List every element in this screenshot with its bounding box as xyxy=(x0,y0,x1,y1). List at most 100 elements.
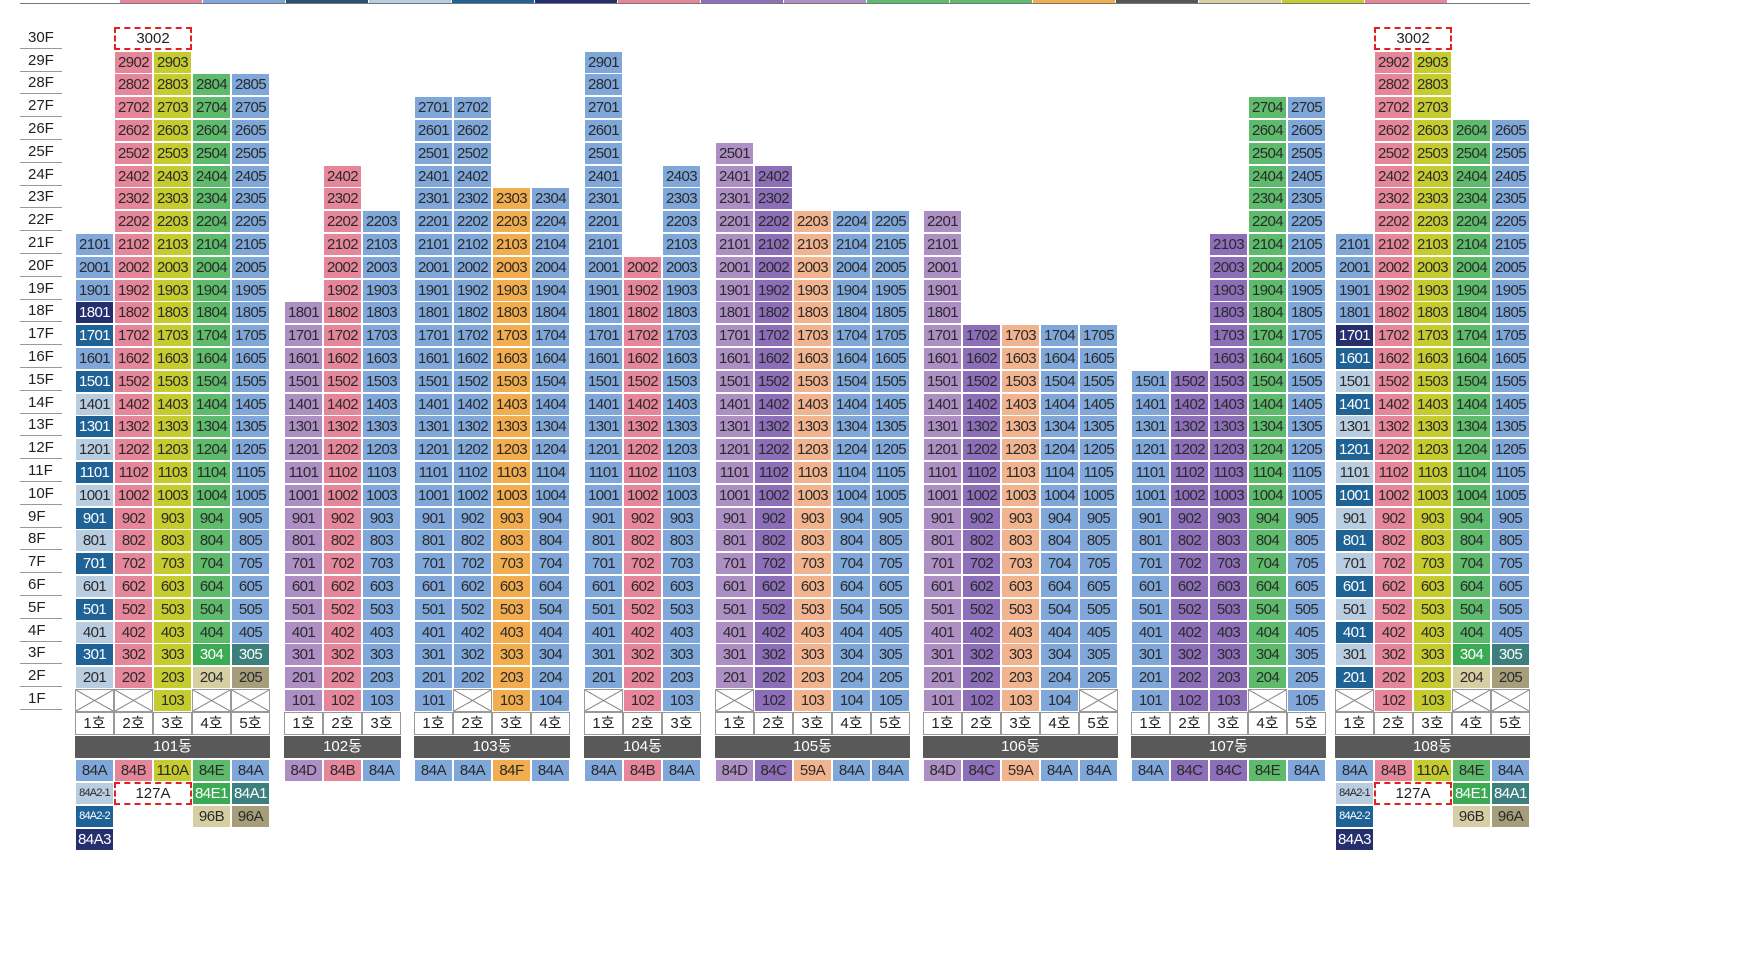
unit-cell: 802 xyxy=(623,529,662,553)
unit-cell: 302 xyxy=(754,643,793,667)
unit-cell: 1604 xyxy=(1248,347,1287,370)
unit-cell: 2303 xyxy=(492,187,531,211)
unit-cell: 202 xyxy=(1170,666,1209,690)
unit-cell: 1602 xyxy=(323,347,362,370)
unit-cell: 1503 xyxy=(793,369,832,393)
unit-cell: 303 xyxy=(662,643,701,667)
unit-cell: 1102 xyxy=(623,461,662,484)
unit-cell: 1403 xyxy=(153,392,192,416)
unit-cell: 1202 xyxy=(453,438,492,462)
unit-cell: 1903 xyxy=(492,278,531,302)
unit-cell: 1205 xyxy=(1079,438,1118,462)
unit-cell: 1702 xyxy=(623,324,662,348)
unit-cell: 201 xyxy=(1131,666,1170,690)
color-swatch xyxy=(286,0,368,3)
unit-cell: 1405 xyxy=(231,392,270,416)
unit-cell: 2202 xyxy=(114,210,153,234)
unit-cell: 802 xyxy=(1374,529,1413,553)
unit-cell: 801 xyxy=(584,529,623,553)
unit-cell: 104 xyxy=(1040,689,1079,712)
unit-type: 84C xyxy=(754,759,793,782)
unit-cell: 501 xyxy=(414,597,453,621)
unit-cell: 1305 xyxy=(871,415,910,439)
floor-label: 21F xyxy=(20,232,62,254)
unit-cell: 2302 xyxy=(114,187,153,211)
ho-label: 4호 xyxy=(1040,712,1079,735)
unit-cell: 901 xyxy=(284,506,323,530)
unit-cell: 1403 xyxy=(793,392,832,416)
unit-cell: 2003 xyxy=(662,255,701,279)
unit-cell: 204 xyxy=(832,666,871,690)
unit-cell: 705 xyxy=(1491,552,1530,576)
unit-cell: 2601 xyxy=(414,119,453,142)
unit-cell: 1701 xyxy=(584,324,623,348)
unit-cell: 601 xyxy=(1335,575,1374,598)
unit-cell: 1002 xyxy=(323,483,362,507)
unit-cell: 802 xyxy=(1170,529,1209,553)
unit-cell: 904 xyxy=(531,506,570,530)
unit-cell: 1302 xyxy=(1170,415,1209,439)
unit-cell: 103 xyxy=(662,689,701,712)
unit-cell: 1301 xyxy=(923,415,962,439)
unit-cell: 601 xyxy=(284,575,323,598)
unit-cell: 503 xyxy=(362,597,401,621)
unit-cell: 1901 xyxy=(584,278,623,302)
unit-cell: 1303 xyxy=(662,415,701,439)
unit-cell: 1403 xyxy=(362,392,401,416)
unit-cell: 604 xyxy=(1040,575,1079,598)
unit-cell: 2505 xyxy=(1287,141,1326,165)
unit-cell: 1203 xyxy=(793,438,832,462)
unit-cell: 1104 xyxy=(192,461,231,484)
unit-cell: 605 xyxy=(1079,575,1118,598)
unit-cell: 104 xyxy=(832,689,871,712)
unit-cell: 2903 xyxy=(1413,50,1452,74)
unit-cell: 901 xyxy=(1335,506,1374,530)
unit-cell: 2101 xyxy=(584,233,623,256)
unit-cell: 402 xyxy=(623,620,662,644)
unit-cell: 1003 xyxy=(1209,483,1248,507)
unit-cell: 2603 xyxy=(1413,119,1452,142)
ho-label: 5호 xyxy=(1079,712,1118,735)
unit-cell: 2004 xyxy=(1452,255,1491,279)
unit-cell: 701 xyxy=(923,552,962,576)
unit-cell: 103 xyxy=(1001,689,1040,712)
unit-cell: 303 xyxy=(492,643,531,667)
unit-cell: 601 xyxy=(1131,575,1170,598)
unit-cell: 901 xyxy=(1131,506,1170,530)
unit-cell: 1902 xyxy=(754,278,793,302)
unit-cell: 1802 xyxy=(754,301,793,325)
unit-cell: 2401 xyxy=(715,164,754,188)
unit-cell: 2503 xyxy=(1413,141,1452,165)
unit-cell: 401 xyxy=(284,620,323,644)
unit-cell: 1601 xyxy=(1335,347,1374,370)
unit-cell: 1101 xyxy=(1335,461,1374,484)
unit-cell: 1702 xyxy=(962,324,1001,348)
unit-cell: 1002 xyxy=(754,483,793,507)
unit-cell: 603 xyxy=(662,575,701,598)
floor-label: 19F xyxy=(20,278,62,300)
unit-cell: 503 xyxy=(1413,597,1452,621)
unit-cell: 1304 xyxy=(1040,415,1079,439)
color-swatch xyxy=(701,0,783,3)
unit-cell: 1504 xyxy=(1040,369,1079,393)
unit-cell: 1102 xyxy=(1170,461,1209,484)
unit-cell: 1901 xyxy=(414,278,453,302)
unit-cell: 401 xyxy=(715,620,754,644)
unit-cell: 2302 xyxy=(323,187,362,211)
unit-cell: 403 xyxy=(1413,620,1452,644)
floor-label: 20F xyxy=(20,255,62,277)
unit-cell: 501 xyxy=(923,597,962,621)
penthouse-unit: 3002 xyxy=(114,26,192,50)
unit-cell: 1303 xyxy=(793,415,832,439)
unit-cell: 204 xyxy=(1248,666,1287,690)
unit-cell: 2103 xyxy=(662,233,701,256)
ho-label: 2호 xyxy=(754,712,793,735)
floor-label: 14F xyxy=(20,392,62,414)
unit-cell: 2803 xyxy=(1413,73,1452,97)
ho-label: 1호 xyxy=(414,712,453,735)
unit-cell: 1604 xyxy=(192,347,231,370)
floor-label: 26F xyxy=(20,118,62,140)
unit-cell: 802 xyxy=(754,529,793,553)
unit-cell: 502 xyxy=(962,597,1001,621)
unit-cell: 1703 xyxy=(1209,324,1248,348)
